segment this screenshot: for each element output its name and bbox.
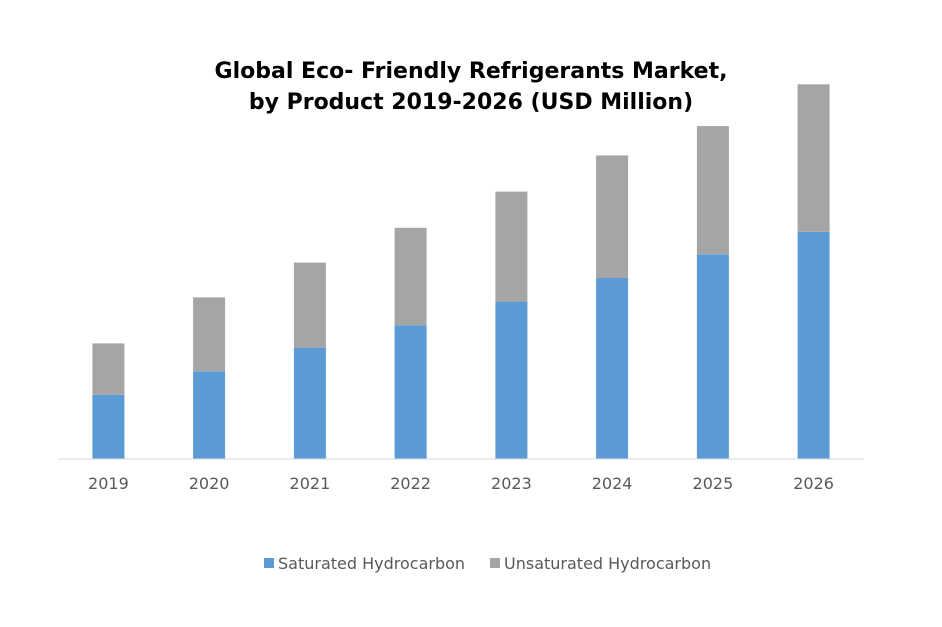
x-tick-label-2021: 2021	[290, 474, 331, 493]
bar-saturated-2020	[193, 371, 226, 460]
legend-swatch-unsaturated	[490, 558, 500, 568]
bar-unsaturated-2020	[193, 297, 226, 372]
bar-saturated-2023	[495, 301, 528, 459]
bar-unsaturated-2022	[394, 227, 427, 326]
legend-swatch-saturated	[264, 558, 274, 568]
bar-saturated-2022	[394, 325, 427, 459]
chart-title-line-1: Global Eco- Friendly Refrigerants Market…	[215, 59, 728, 84]
bar-unsaturated-2021	[293, 262, 326, 348]
x-tick-label-2026: 2026	[793, 474, 834, 493]
x-tick-label-2020: 2020	[189, 474, 230, 493]
bar-unsaturated-2023	[495, 191, 528, 302]
legend-label-unsaturated: Unsaturated Hydrocarbon	[504, 554, 711, 573]
bar-saturated-2026	[797, 232, 830, 459]
chart-title-line-2: by Product 2019-2026 (USD Million)	[249, 90, 693, 115]
bars-group	[92, 84, 830, 460]
x-tick-label-2019: 2019	[88, 474, 129, 493]
bar-saturated-2019	[92, 394, 125, 459]
x-tick-label-2022: 2022	[390, 474, 431, 493]
bar-unsaturated-2025	[696, 126, 729, 255]
bar-saturated-2021	[293, 347, 326, 459]
bar-unsaturated-2019	[92, 343, 125, 395]
bar-saturated-2025	[696, 254, 729, 460]
x-tick-label-2023: 2023	[491, 474, 532, 493]
bar-unsaturated-2024	[596, 155, 629, 278]
bar-saturated-2024	[596, 277, 629, 459]
bar-unsaturated-2026	[797, 84, 830, 232]
x-tick-labels: 2019 2020 2021 2022 2023 2024 2025 2026	[88, 474, 834, 493]
x-tick-label-2025: 2025	[693, 474, 734, 493]
x-tick-label-2024: 2024	[592, 474, 633, 493]
legend-label-saturated: Saturated Hydrocarbon	[278, 554, 465, 573]
legend: Saturated Hydrocarbon Unsaturated Hydroca…	[264, 554, 711, 573]
